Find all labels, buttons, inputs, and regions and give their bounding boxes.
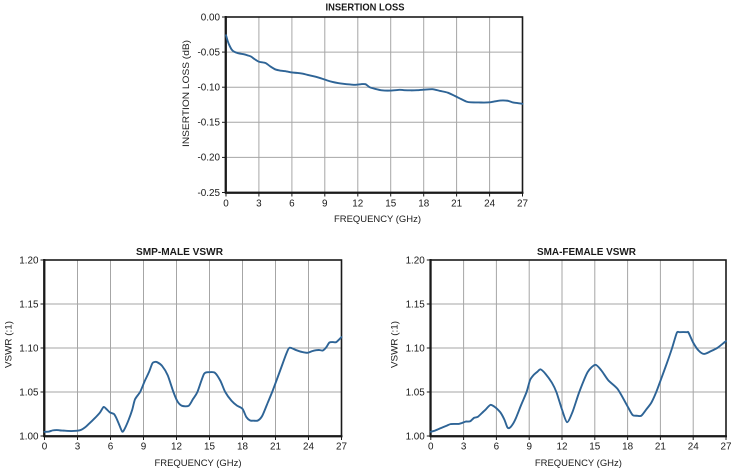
svg-text:1.05: 1.05	[19, 387, 39, 398]
svg-text:12: 12	[557, 442, 568, 453]
svg-text:0: 0	[42, 442, 48, 453]
svg-text:6: 6	[289, 199, 295, 210]
svg-text:12: 12	[171, 442, 182, 453]
svg-text:21: 21	[655, 442, 666, 453]
svg-text:9: 9	[141, 442, 147, 453]
svg-text:18: 18	[237, 442, 248, 453]
svg-text:VSWR (:1): VSWR (:1)	[390, 321, 401, 368]
svg-text:INSERTION LOSS: INSERTION LOSS	[326, 1, 405, 13]
svg-text:0.00: 0.00	[201, 12, 221, 23]
svg-text:1.05: 1.05	[406, 387, 426, 398]
svg-text:1.20: 1.20	[406, 255, 426, 266]
svg-text:12: 12	[352, 199, 363, 210]
svg-text:1.00: 1.00	[19, 431, 39, 442]
svg-text:3: 3	[256, 199, 262, 210]
svg-text:6: 6	[108, 442, 114, 453]
svg-text:27: 27	[517, 199, 528, 210]
svg-text:-0.20: -0.20	[197, 153, 220, 164]
svg-text:15: 15	[589, 442, 600, 453]
svg-text:3: 3	[461, 442, 467, 453]
svg-text:1.15: 1.15	[19, 299, 39, 310]
svg-text:27: 27	[336, 442, 347, 453]
svg-text:27: 27	[721, 442, 732, 453]
svg-text:1.20: 1.20	[19, 255, 39, 266]
svg-text:18: 18	[418, 199, 429, 210]
svg-text:FREQUENCY (GHz): FREQUENCY (GHz)	[155, 458, 242, 469]
svg-text:18: 18	[622, 442, 633, 453]
svg-text:3: 3	[75, 442, 81, 453]
svg-text:15: 15	[385, 199, 396, 210]
svg-text:-0.15: -0.15	[197, 118, 220, 129]
svg-text:6: 6	[494, 442, 500, 453]
svg-text:FREQUENCY (GHz): FREQUENCY (GHz)	[334, 214, 421, 225]
svg-text:1.15: 1.15	[406, 299, 426, 310]
svg-text:SMA-FEMALE VSWR: SMA-FEMALE VSWR	[537, 246, 636, 258]
svg-text:VSWR (:1): VSWR (:1)	[4, 321, 15, 368]
svg-text:21: 21	[270, 442, 281, 453]
svg-text:9: 9	[526, 442, 532, 453]
svg-text:SMP-MALE VSWR: SMP-MALE VSWR	[136, 246, 223, 258]
svg-text:15: 15	[204, 442, 215, 453]
svg-text:9: 9	[322, 199, 328, 210]
svg-text:1.00: 1.00	[406, 431, 426, 442]
svg-text:-0.10: -0.10	[197, 83, 220, 94]
svg-text:24: 24	[484, 199, 495, 210]
svg-text:0: 0	[428, 442, 434, 453]
svg-text:24: 24	[688, 442, 699, 453]
svg-text:-0.05: -0.05	[197, 47, 220, 58]
svg-text:-0.25: -0.25	[197, 188, 220, 199]
svg-text:FREQUENCY (GHz): FREQUENCY (GHz)	[535, 458, 622, 469]
svg-text:0: 0	[223, 199, 229, 210]
svg-text:1.10: 1.10	[19, 343, 39, 354]
svg-text:INSERTION LOSS (dB): INSERTION LOSS (dB)	[181, 40, 192, 147]
svg-text:24: 24	[303, 442, 314, 453]
svg-text:1.10: 1.10	[406, 343, 426, 354]
svg-text:21: 21	[451, 199, 462, 210]
